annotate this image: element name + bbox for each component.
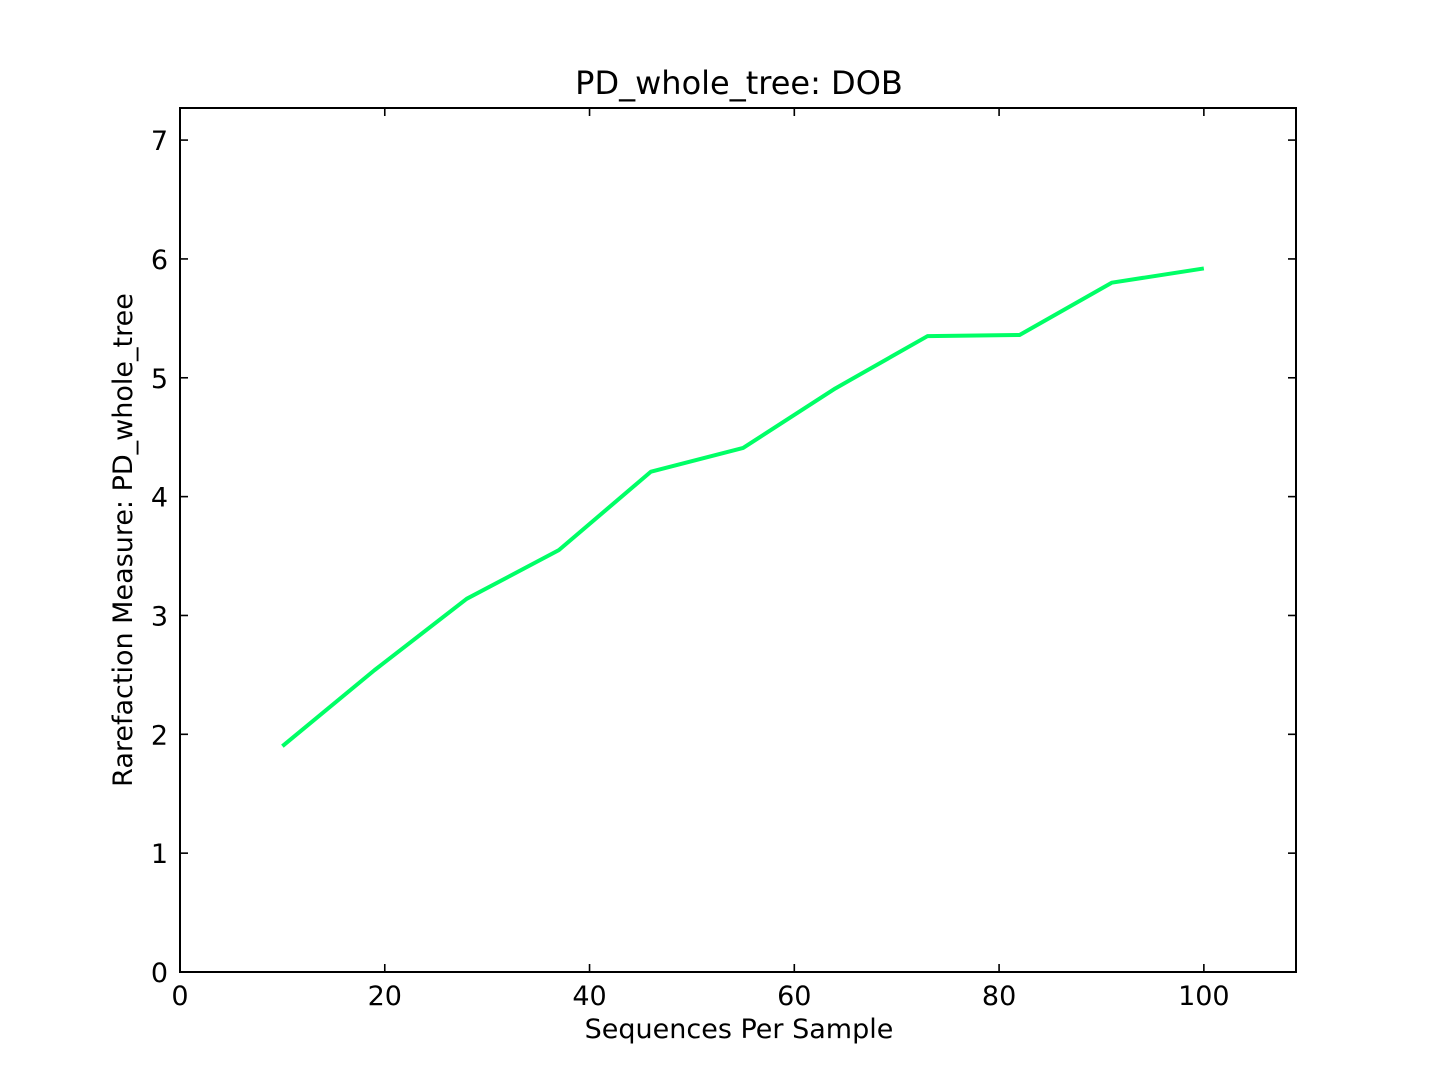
series-line-0 [281, 266, 1205, 748]
y-tick-label: 5 [151, 364, 168, 395]
x-tick-label: 60 [777, 981, 811, 1012]
chart-title: PD_whole_tree: DOB [575, 64, 903, 102]
x-axis-label: Sequences Per Sample [585, 1014, 894, 1045]
y-axis-label: Rarefaction Measure: PD_whole_tree [108, 293, 139, 787]
series-layer [281, 266, 1205, 748]
y-tick-label: 1 [151, 839, 168, 870]
x-tick-label: 40 [572, 981, 606, 1012]
y-tick-label: 3 [151, 601, 168, 632]
plot-area [179, 107, 1297, 973]
y-tick-label: 2 [151, 720, 168, 751]
y-tick-labels: 0 1 2 3 4 5 6 7 [151, 126, 168, 989]
y-tick-label: 7 [151, 126, 168, 157]
axes-frame [179, 107, 1297, 973]
x-tick-labels: 0 20 40 60 80 100 [171, 981, 1229, 1012]
tick-marks [179, 108, 1296, 973]
y-tick-label: 0 [151, 958, 168, 989]
y-tick-label: 6 [151, 245, 168, 276]
x-tick-label: 80 [982, 981, 1016, 1012]
x-tick-label: 100 [1178, 981, 1230, 1012]
y-tick-label: 4 [151, 483, 168, 514]
x-tick-label: 20 [368, 981, 402, 1012]
x-tick-label: 0 [171, 981, 188, 1012]
